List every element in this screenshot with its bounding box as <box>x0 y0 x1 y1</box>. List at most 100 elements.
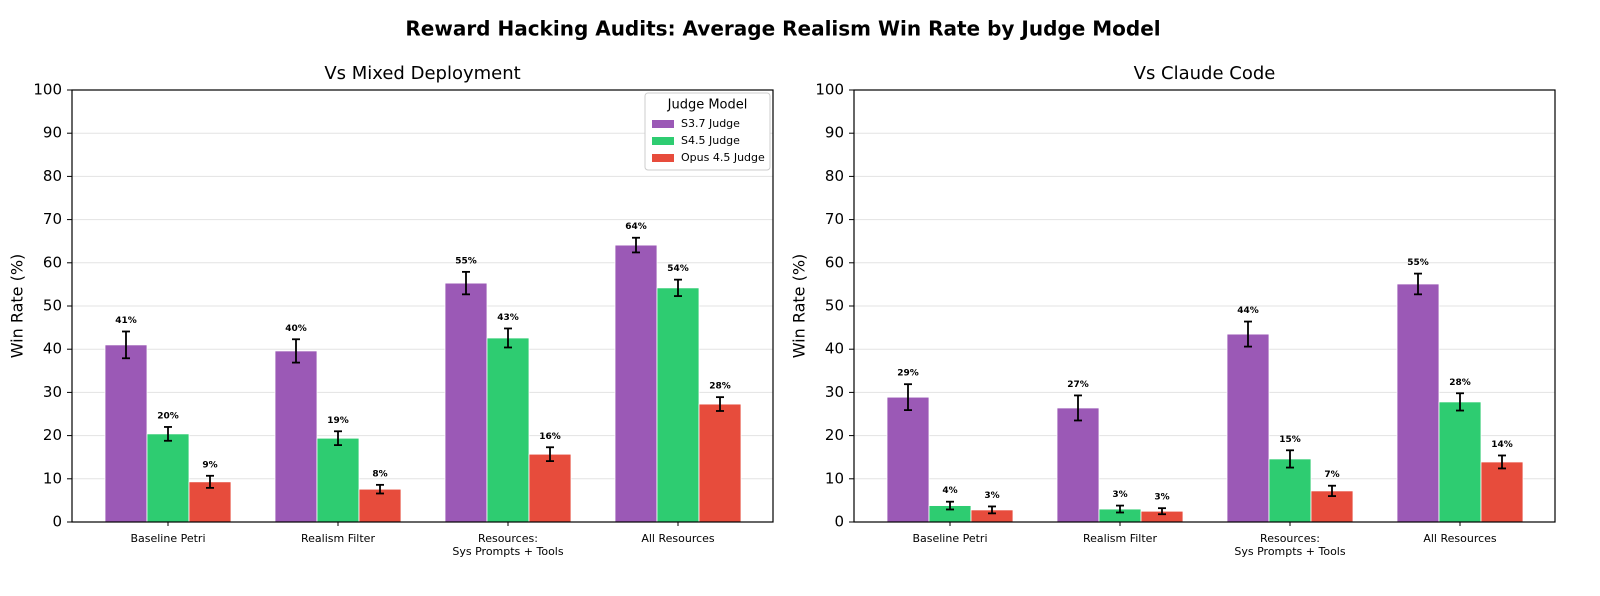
legend-swatch <box>652 137 674 145</box>
y-tick-label: 10 <box>43 469 62 487</box>
bar <box>316 437 360 523</box>
error-bar <box>292 338 300 364</box>
data-label: 27% <box>1067 380 1089 390</box>
error-bar <box>462 270 470 296</box>
bar <box>1056 407 1100 523</box>
bar <box>1438 401 1482 523</box>
y-axis-label: Win Rate (%) <box>8 254 27 359</box>
data-label: 14% <box>1491 440 1513 450</box>
data-label: 8% <box>372 469 387 479</box>
data-label: 54% <box>667 264 689 274</box>
y-tick-label: 80 <box>43 167 62 185</box>
error-bar <box>1328 484 1336 497</box>
y-tick-label: 60 <box>825 253 844 271</box>
data-label: 19% <box>327 416 349 426</box>
data-label: 28% <box>709 382 731 392</box>
x-tick-label: Baseline Petri <box>130 532 206 545</box>
error-bar <box>504 327 512 349</box>
legend-box <box>644 92 771 171</box>
bar <box>146 433 190 523</box>
y-tick-label: 50 <box>43 297 62 315</box>
data-label: 55% <box>1407 258 1429 268</box>
error-bar <box>674 278 682 297</box>
error-bar <box>206 474 214 489</box>
error-bar <box>546 446 554 462</box>
bar <box>698 403 742 523</box>
data-label: 44% <box>1237 306 1259 316</box>
y-tick-label: 100 <box>815 81 844 99</box>
data-label: 55% <box>455 256 477 266</box>
data-label: 29% <box>897 369 919 379</box>
data-label: 9% <box>202 460 217 470</box>
data-label: 4% <box>942 486 957 496</box>
bar <box>528 453 572 523</box>
legend-label: S3.7 Judge <box>681 117 740 130</box>
y-tick-label: 60 <box>43 253 62 271</box>
x-tick-label: All Resources <box>641 532 715 545</box>
y-tick-label: 40 <box>43 340 62 358</box>
y-tick-label: 40 <box>825 340 844 358</box>
bar <box>656 287 700 523</box>
error-bar <box>1116 504 1124 514</box>
y-tick-label: 90 <box>825 124 844 142</box>
data-label: 20% <box>157 411 179 421</box>
data-label: 64% <box>625 222 647 232</box>
error-bar <box>1158 507 1166 516</box>
error-bar <box>1414 272 1422 296</box>
bar <box>1396 283 1440 523</box>
data-label: 16% <box>539 432 561 442</box>
y-tick-label: 90 <box>43 124 62 142</box>
error-bar <box>1456 392 1464 412</box>
y-tick-label: 20 <box>825 426 844 444</box>
x-tick-label: Resources: Sys Prompts + Tools <box>1234 532 1346 558</box>
error-bar <box>1074 394 1082 422</box>
x-tick-label: Realism Filter <box>301 532 375 545</box>
error-bar <box>122 330 130 360</box>
legend-swatch <box>652 154 674 162</box>
error-bar <box>946 500 954 511</box>
bar <box>104 344 148 523</box>
error-bar <box>1498 454 1506 470</box>
data-label: 41% <box>115 316 137 326</box>
legend-label: Opus 4.5 Judge <box>681 151 765 164</box>
y-axis-label: Win Rate (%) <box>790 254 809 359</box>
bar <box>486 337 530 523</box>
axes-title: Vs Claude Code <box>1134 63 1276 84</box>
bar <box>614 244 658 523</box>
error-bar <box>716 396 724 412</box>
data-label: 3% <box>1154 493 1169 503</box>
y-tick-label: 10 <box>825 469 844 487</box>
bar <box>444 282 488 523</box>
y-tick-label: 100 <box>33 81 62 99</box>
y-tick-label: 20 <box>43 426 62 444</box>
figure-title: Reward Hacking Audits: Average Realism W… <box>405 17 1160 41</box>
y-tick-label: 30 <box>825 383 844 401</box>
y-tick-label: 0 <box>834 513 844 531</box>
error-bar <box>988 505 996 515</box>
y-tick-label: 70 <box>825 210 844 228</box>
data-label: 15% <box>1279 435 1301 445</box>
x-tick-label: All Resources <box>1423 532 1497 545</box>
legend-label: S4.5 Judge <box>681 134 740 147</box>
bar <box>358 488 402 523</box>
bar <box>274 350 318 523</box>
y-tick-label: 50 <box>825 297 844 315</box>
data-label: 7% <box>1324 470 1339 480</box>
y-tick-label: 80 <box>825 167 844 185</box>
data-label: 40% <box>285 324 307 334</box>
y-tick-label: 70 <box>43 210 62 228</box>
x-tick-label: Baseline Petri <box>912 532 988 545</box>
y-tick-label: 0 <box>52 513 62 531</box>
data-label: 3% <box>1112 490 1127 500</box>
data-label: 3% <box>984 491 999 501</box>
axes-title: Vs Mixed Deployment <box>324 63 520 84</box>
error-bar <box>632 236 640 254</box>
data-label: 28% <box>1449 378 1471 388</box>
bar <box>1480 461 1524 523</box>
axes-frame <box>853 89 1556 523</box>
x-tick-label: Realism Filter <box>1083 532 1157 545</box>
x-tick-label: Resources: Sys Prompts + Tools <box>452 532 564 558</box>
data-label: 43% <box>497 313 519 323</box>
